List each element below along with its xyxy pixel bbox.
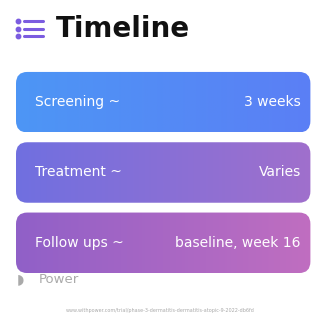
Text: Power: Power (38, 273, 79, 286)
Text: www.withpower.com/trial/phase-3-dermatitis-dermatitis-atopic-9-2022-db6fd: www.withpower.com/trial/phase-3-dermatit… (66, 308, 254, 313)
Text: Timeline: Timeline (56, 15, 190, 43)
Text: baseline, week 16: baseline, week 16 (175, 236, 301, 250)
Text: Follow ups ~: Follow ups ~ (35, 236, 124, 250)
Text: ◗: ◗ (17, 273, 24, 286)
Text: Varies: Varies (259, 165, 301, 180)
Text: Screening ~: Screening ~ (35, 95, 120, 109)
Text: 3 weeks: 3 weeks (244, 95, 301, 109)
Text: Treatment ~: Treatment ~ (35, 165, 122, 180)
